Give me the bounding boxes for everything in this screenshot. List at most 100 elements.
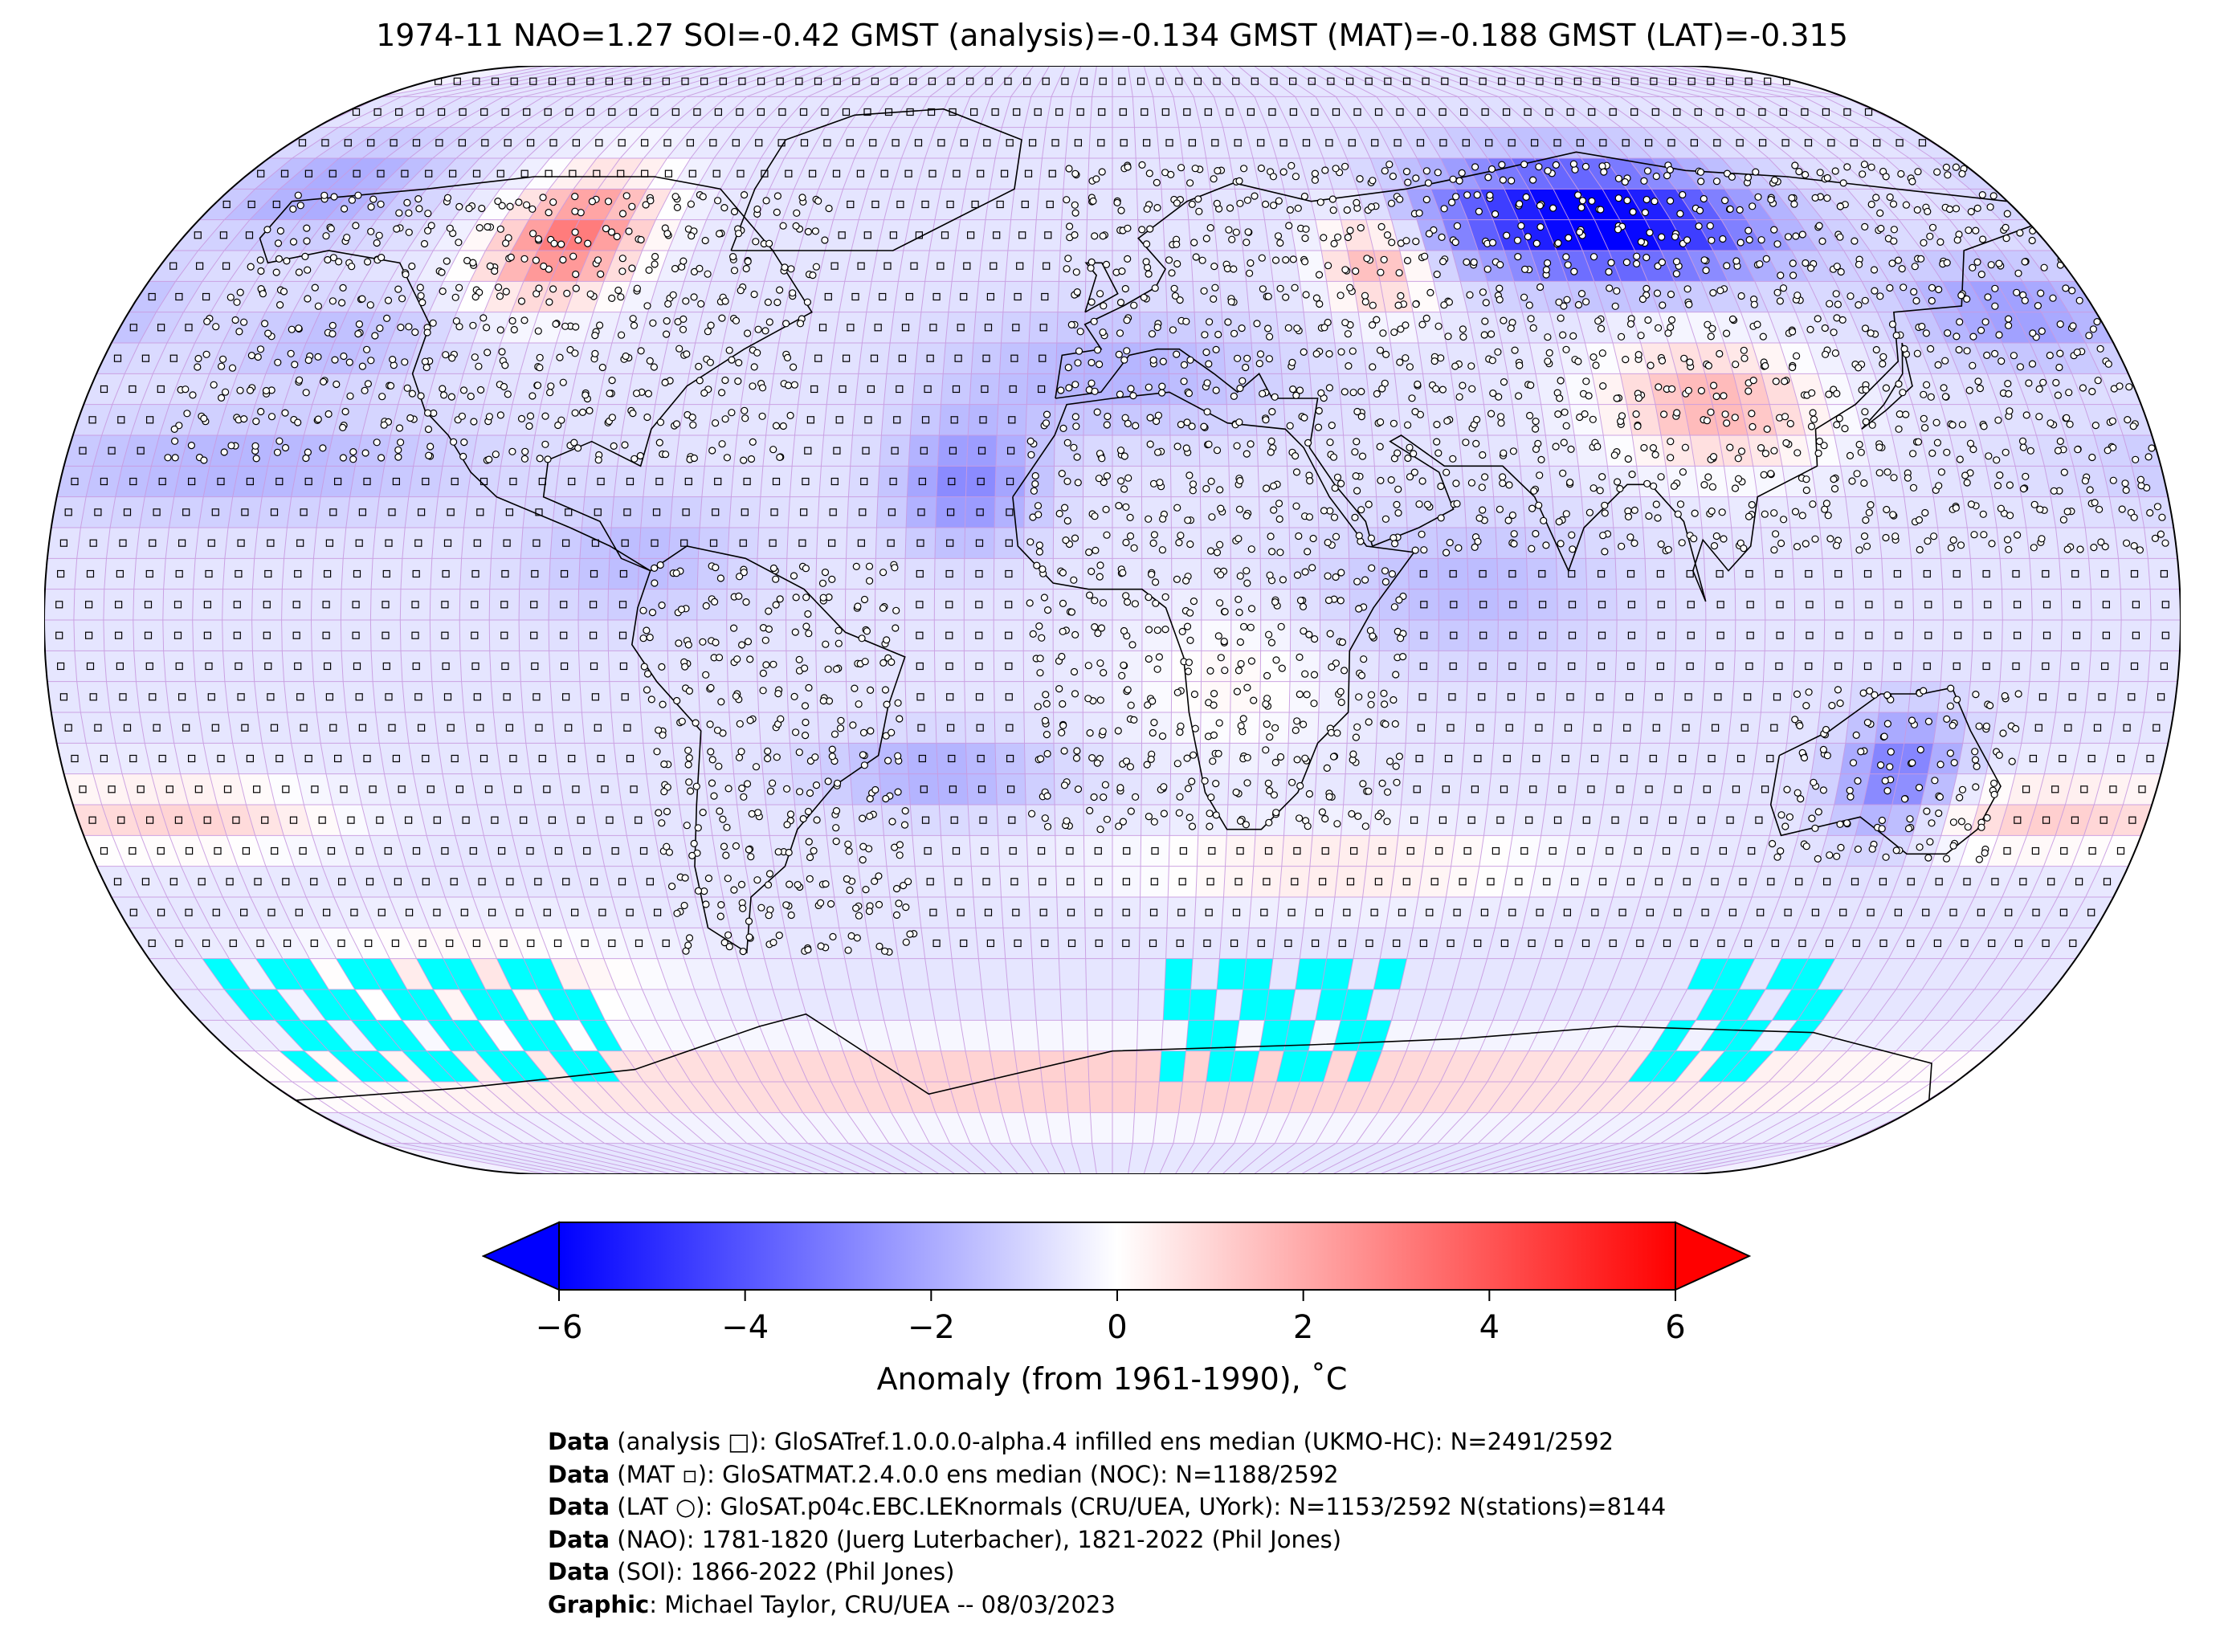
station-marker: [1198, 256, 1206, 264]
anomaly-cell: [1474, 866, 1508, 897]
station-marker: [1132, 422, 1140, 430]
anomaly-cell: [74, 651, 107, 682]
station-marker: [1380, 255, 1388, 263]
anomaly-cell: [1940, 558, 1973, 589]
station-marker: [1876, 209, 1884, 217]
station-marker: [1243, 354, 1251, 362]
anomaly-cell: [1169, 404, 1199, 435]
station-marker: [1658, 259, 1667, 267]
station-marker: [345, 358, 353, 366]
anomaly-cell: [1512, 404, 1546, 435]
anomaly-cell: [550, 681, 582, 712]
station-marker: [1349, 389, 1357, 397]
station-marker: [1075, 347, 1083, 355]
anomaly-cell: [246, 404, 284, 435]
station-marker: [1892, 332, 1900, 340]
anomaly-cell: [945, 312, 976, 343]
station-marker: [1282, 256, 1290, 264]
station-marker: [1719, 235, 1727, 243]
anomaly-cell: [341, 589, 372, 620]
station-marker: [2136, 475, 2144, 483]
station-marker: [1479, 288, 1487, 296]
anomaly-cell: [1930, 373, 1970, 405]
station-marker: [1516, 200, 1524, 208]
anomaly-cell: [345, 712, 380, 744]
anomaly-cell: [381, 66, 562, 97]
anomaly-cell: [1886, 127, 1957, 158]
anomaly-cell: [760, 466, 793, 497]
anomaly-cell: [1564, 835, 1598, 867]
anomaly-cell: [139, 312, 184, 343]
station-marker: [443, 194, 452, 202]
station-marker: [1064, 364, 1072, 372]
anomaly-cell: [401, 558, 432, 589]
station-marker: [1394, 485, 1402, 493]
anomaly-cell: [1092, 66, 1112, 97]
station-marker: [1672, 270, 1681, 278]
anomaly-cell: [839, 281, 872, 312]
anomaly-cell: [304, 805, 341, 836]
station-marker: [1300, 348, 1308, 356]
station-marker: [2022, 411, 2030, 419]
station-marker: [664, 300, 672, 308]
station-marker: [348, 196, 356, 204]
anomaly-cell: [254, 681, 288, 712]
station-marker: [1860, 161, 1868, 169]
anomaly-cell: [341, 620, 372, 651]
anomaly-cell: [1018, 127, 1047, 158]
anomaly-cell: [816, 528, 847, 559]
anomaly-cell: [711, 251, 747, 282]
station-marker: [226, 293, 235, 301]
anomaly-cell: [1557, 158, 1602, 190]
anomaly-cell: [1651, 158, 1700, 190]
anomaly-cell: [1556, 558, 1587, 589]
anomaly-cell: [2022, 281, 2069, 312]
anomaly-cell: [563, 805, 598, 836]
station-marker: [1731, 414, 1739, 422]
anomaly-cell: [489, 651, 521, 682]
anomaly-cell: [970, 66, 1018, 97]
station-marker: [1389, 172, 1398, 181]
station-marker: [1373, 390, 1381, 398]
anomaly-cell: [937, 435, 969, 467]
anomaly-cell: [1343, 435, 1375, 467]
station-marker: [2003, 210, 2011, 218]
station-marker: [302, 454, 310, 463]
anomaly-cell: [1246, 281, 1277, 312]
anomaly-cell: [537, 219, 580, 251]
anomaly-cell: [250, 312, 293, 343]
anomaly-cell: [769, 373, 802, 405]
station-marker: [1403, 256, 1412, 265]
station-marker: [1973, 204, 1981, 212]
station-marker: [1985, 452, 1993, 460]
anomaly-cell: [1539, 96, 1599, 128]
anomaly-cell: [1334, 343, 1367, 374]
anomaly-cell: [2144, 681, 2178, 712]
station-marker: [1300, 192, 1309, 201]
station-marker: [1573, 191, 1582, 199]
anomaly-cell: [1249, 897, 1279, 928]
anomaly-cell: [406, 219, 453, 251]
station-marker: [417, 292, 425, 300]
anomaly-cell: [2044, 743, 2080, 774]
anomaly-cell: [76, 681, 111, 712]
anomaly-cell: [430, 620, 460, 651]
station-marker: [1426, 288, 1434, 296]
station-marker: [1596, 487, 1604, 495]
station-marker: [525, 422, 533, 430]
anomaly-cell: [847, 496, 878, 528]
anomaly-cell: [1253, 373, 1284, 405]
missing-cell: [1163, 989, 1191, 1021]
station-marker: [1815, 437, 1823, 446]
station-marker: [1657, 473, 1665, 481]
anomaly-cell: [1364, 66, 1458, 97]
anomaly-cell: [845, 558, 876, 589]
anomaly-cell: [228, 712, 263, 744]
station-marker: [803, 298, 812, 306]
anomaly-cell: [434, 712, 467, 744]
anomaly-cell: [1430, 773, 1463, 805]
station-marker: [1642, 254, 1651, 262]
station-marker: [1867, 329, 1875, 337]
anomaly-cell: [941, 835, 972, 867]
anomaly-cell: [1695, 466, 1728, 497]
